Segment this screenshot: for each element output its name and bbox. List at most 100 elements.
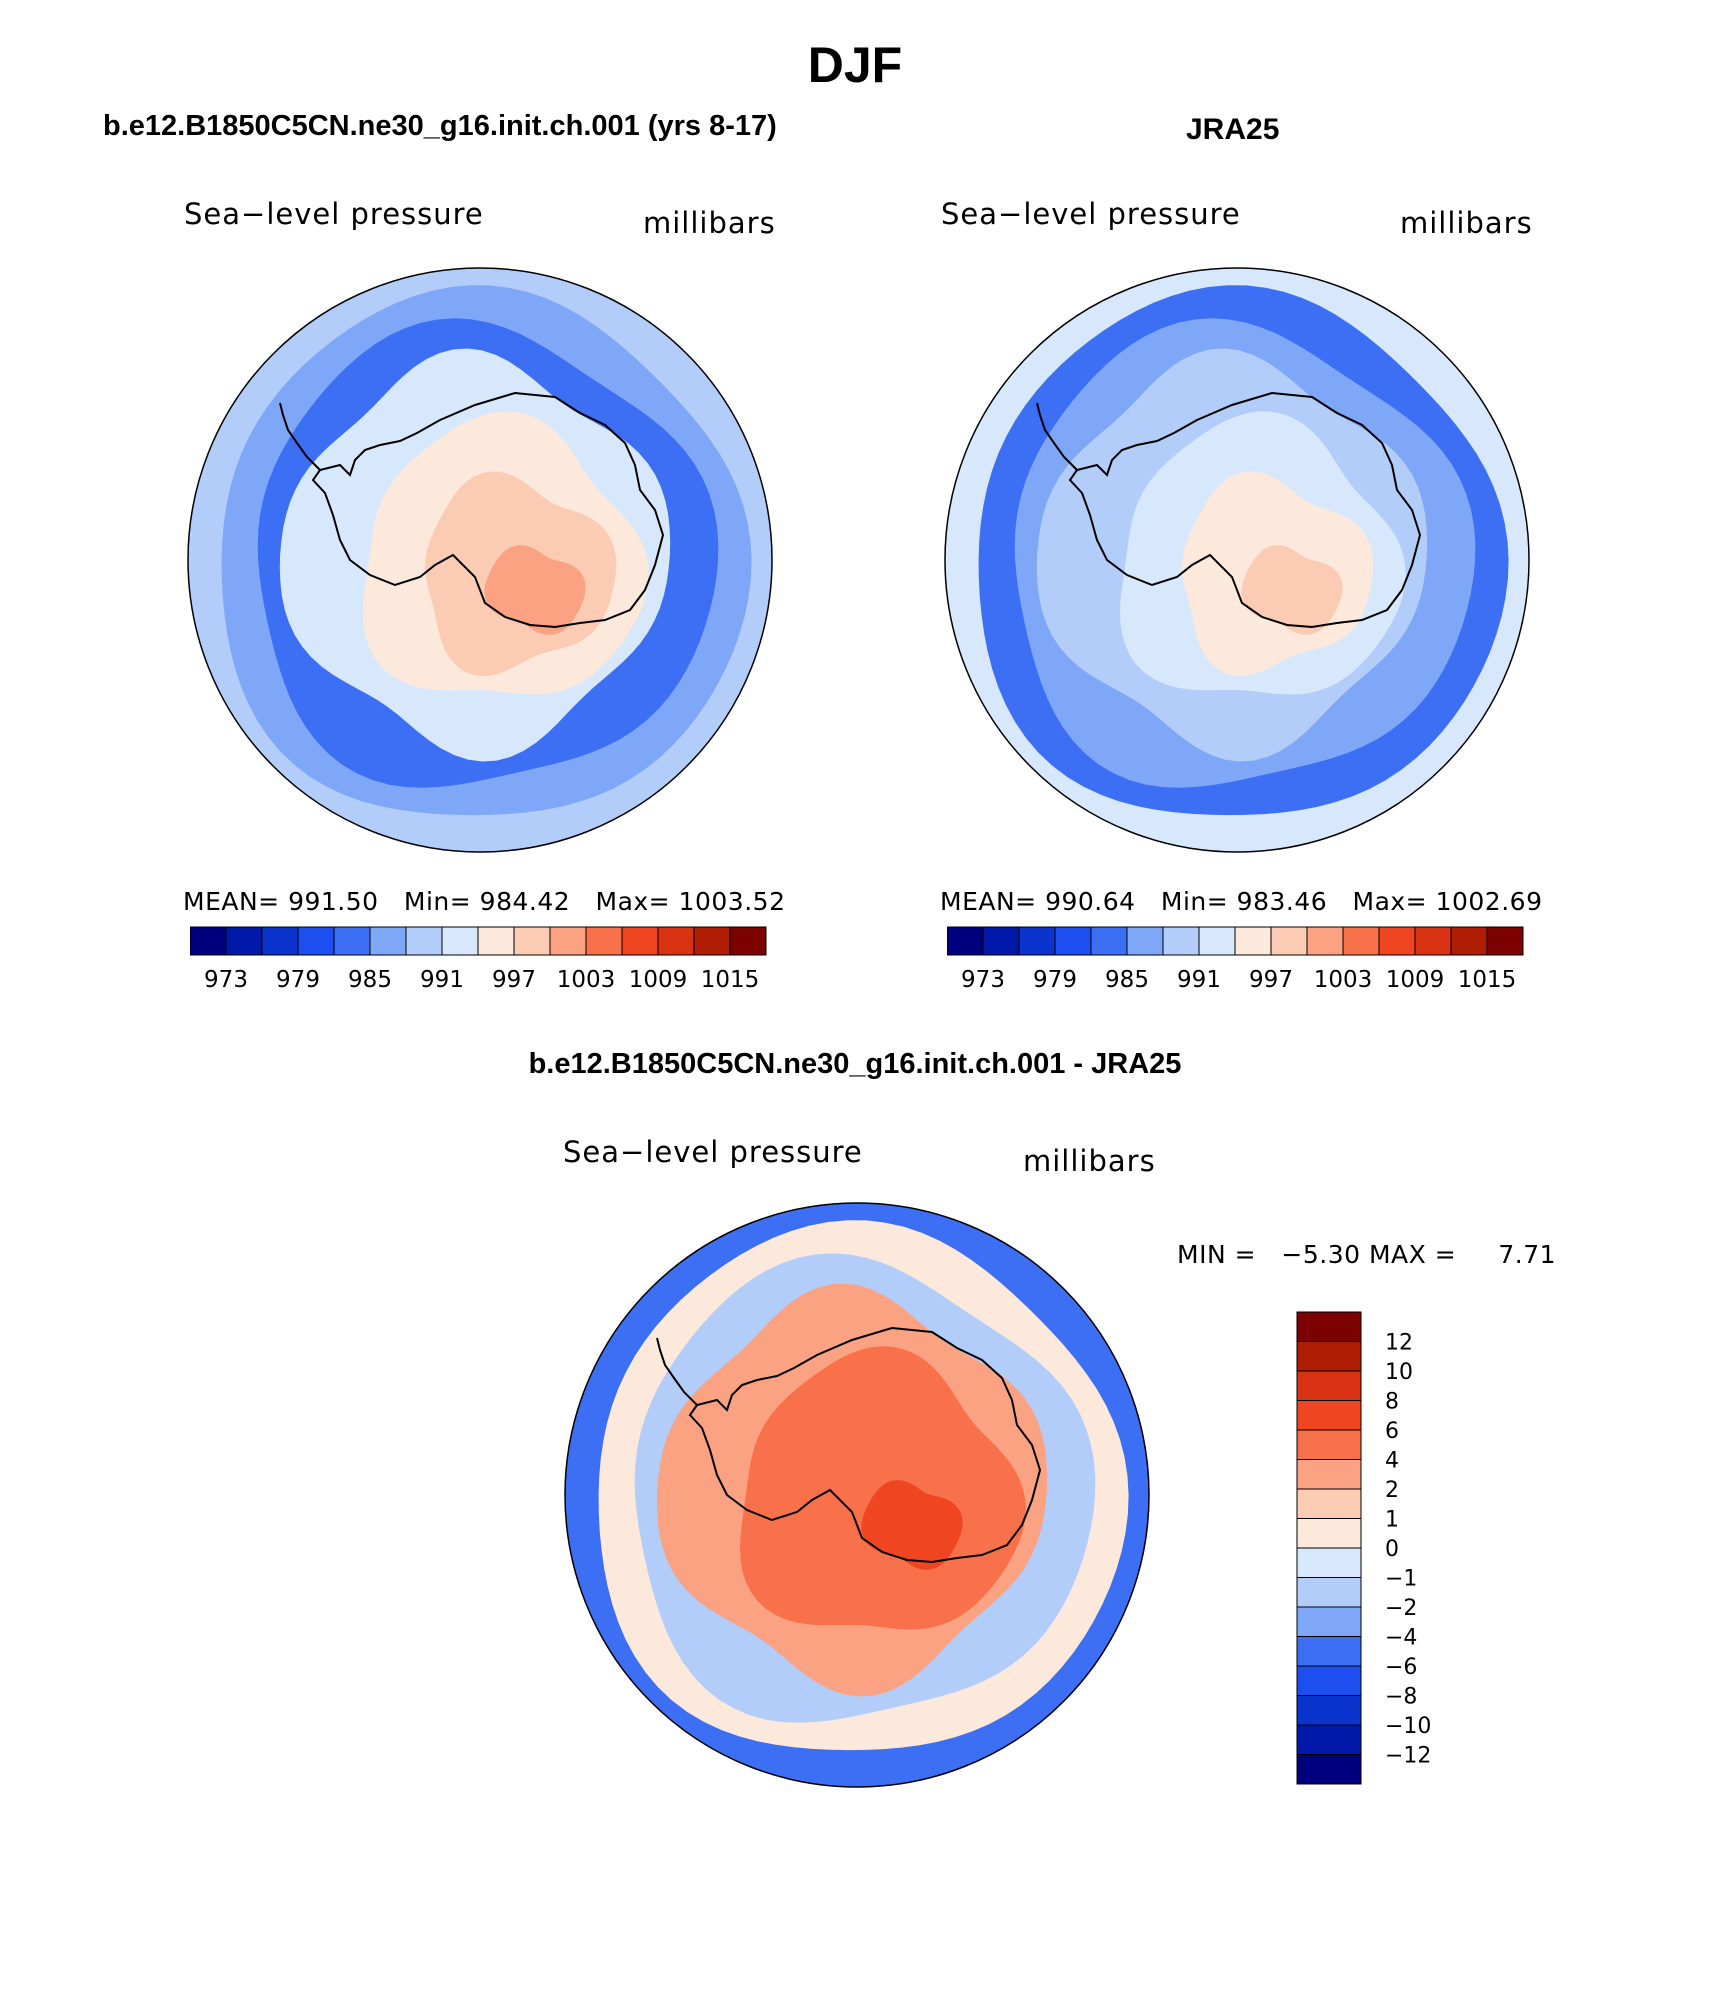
peninsula-coastline xyxy=(279,402,321,471)
colorbar-tick-label: 1015 xyxy=(701,967,760,993)
colorbar-tick-label: 985 xyxy=(1105,967,1149,993)
colorbar-swatch xyxy=(1296,1695,1362,1726)
colorbar-tick-label: 1015 xyxy=(1458,967,1517,993)
colorbar-tick-label: 4 xyxy=(1385,1449,1399,1474)
antarctica-coastline xyxy=(311,391,665,629)
colorbar-swatch xyxy=(1450,926,1488,956)
colorbar-tick-label: 991 xyxy=(420,967,464,993)
colorbar-tick-label: −2 xyxy=(1385,1596,1417,1621)
colorbar-swatch xyxy=(1296,1547,1362,1578)
field-band xyxy=(1241,545,1343,635)
colorbar-swatch xyxy=(947,926,984,956)
colorbar-tick-label: 991 xyxy=(1177,967,1221,993)
colorbar-tick-label: 997 xyxy=(492,967,536,993)
model-max-label: Max= xyxy=(595,887,671,916)
colorbar-swatch xyxy=(549,926,587,956)
colorbar-swatch xyxy=(729,926,767,956)
model-variable-label: Sea−level pressure xyxy=(184,197,484,231)
diff-panel-header: b.e12.B1850C5CN.ne30_g16.init.ch.001 - J… xyxy=(528,1048,1182,1080)
obs-max-label: Max= xyxy=(1352,887,1428,916)
colorbar-tick-label: 10 xyxy=(1385,1360,1413,1385)
colorbar-swatch xyxy=(693,926,731,956)
colorbar-tick-label: −10 xyxy=(1385,1714,1431,1739)
model-mean-label: MEAN= xyxy=(183,887,280,916)
diff-units-label: millibars xyxy=(1023,1144,1156,1178)
obs-slp-map xyxy=(944,267,1530,853)
obs-units-label: millibars xyxy=(1400,206,1533,240)
colorbar-swatch xyxy=(1296,1311,1362,1342)
model-slp-map xyxy=(187,267,773,853)
colorbar-swatch xyxy=(1414,926,1452,956)
colorbar-tick-label: 973 xyxy=(961,967,1005,993)
colorbar-swatch xyxy=(261,926,299,956)
obs-stats: MEAN= 990.64 Min= 983.46 Max= 1002.69 xyxy=(940,887,1542,916)
colorbar-tick-label: 1009 xyxy=(1386,967,1445,993)
colorbar-swatch xyxy=(1018,926,1056,956)
diff-min-value: −5.30 xyxy=(1281,1240,1361,1269)
obs-mean-value: 990.64 xyxy=(1045,887,1136,916)
colorbar-swatch xyxy=(621,926,659,956)
field-band xyxy=(484,545,586,635)
colorbar-tick-label: −6 xyxy=(1385,1655,1417,1680)
colorbar-tick-label: 979 xyxy=(1033,967,1077,993)
colorbar-swatch xyxy=(513,926,551,956)
diff-stats: MIN = −5.30 MAX = 7.71 xyxy=(1177,1240,1556,1269)
map-rim xyxy=(944,267,1530,853)
colorbar-tick-label: −1 xyxy=(1385,1567,1417,1592)
colorbar-swatch xyxy=(657,926,695,956)
model-colorbar: 973 979 985 991 997 1003 1009 1015 xyxy=(190,926,767,993)
colorbar-swatch xyxy=(405,926,443,956)
colorbar-swatch xyxy=(1296,1754,1362,1785)
model-min-label: Min= xyxy=(403,887,472,916)
model-min-value: 984.42 xyxy=(479,887,571,916)
colorbar-tick-label: 1003 xyxy=(1314,967,1373,993)
colorbar-swatch xyxy=(1270,926,1308,956)
obs-mean-label: MEAN= xyxy=(940,887,1037,916)
colorbar-swatch xyxy=(1162,926,1200,956)
model-max-value: 1003.52 xyxy=(678,887,786,916)
colorbar-tick-label: 1003 xyxy=(557,967,616,993)
map-rim xyxy=(187,267,773,853)
colorbar-tick-label: −8 xyxy=(1385,1685,1417,1710)
colorbar-swatch xyxy=(1296,1665,1362,1696)
diff-slp-map xyxy=(564,1202,1150,1788)
colorbar-swatch xyxy=(1296,1724,1362,1755)
model-stats: MEAN= 991.50 Min= 984.42 Max= 1003.52 xyxy=(183,887,785,916)
colorbar-swatch xyxy=(1054,926,1092,956)
colorbar-swatch xyxy=(1296,1606,1362,1637)
diff-max-value: 7.71 xyxy=(1498,1240,1557,1269)
colorbar-swatch xyxy=(1296,1370,1362,1401)
colorbar-swatch xyxy=(1306,926,1344,956)
antarctica-coastline xyxy=(1068,391,1422,629)
page-title: DJF xyxy=(807,37,903,93)
colorbar-tick-label: 997 xyxy=(1249,967,1293,993)
colorbar-swatch xyxy=(369,926,407,956)
field-band xyxy=(861,1480,963,1570)
colorbar-swatch xyxy=(297,926,335,956)
colorbar-swatch xyxy=(190,926,227,956)
obs-max-value: 1002.69 xyxy=(1435,887,1543,916)
colorbar-swatch xyxy=(1198,926,1236,956)
colorbar-swatch xyxy=(1296,1400,1362,1431)
diff-min-label: MIN = xyxy=(1177,1240,1257,1269)
model-mean-value: 991.50 xyxy=(288,887,379,916)
colorbar-tick-label: 2 xyxy=(1385,1478,1399,1503)
colorbar-swatch xyxy=(1296,1459,1362,1490)
map-rim xyxy=(564,1202,1150,1788)
colorbar-tick-label: 973 xyxy=(204,967,248,993)
colorbar-tick-label: 979 xyxy=(276,967,320,993)
obs-min-value: 983.46 xyxy=(1236,887,1328,916)
colorbar-swatch xyxy=(1486,926,1524,956)
colorbar-tick-label: 0 xyxy=(1385,1537,1399,1562)
obs-variable-label: Sea−level pressure xyxy=(941,197,1241,231)
colorbar-swatch xyxy=(1090,926,1128,956)
colorbar-tick-label: 12 xyxy=(1385,1331,1413,1356)
colorbar-tick-label: 1009 xyxy=(629,967,688,993)
colorbar-tick-label: 1 xyxy=(1385,1508,1399,1533)
colorbar-swatch xyxy=(1126,926,1164,956)
colorbar-tick-label: 8 xyxy=(1385,1390,1399,1415)
model-units-label: millibars xyxy=(643,206,776,240)
colorbar-swatch xyxy=(1342,926,1380,956)
model-panel-header: b.e12.B1850C5CN.ne30_g16.init.ch.001 (yr… xyxy=(103,110,777,142)
